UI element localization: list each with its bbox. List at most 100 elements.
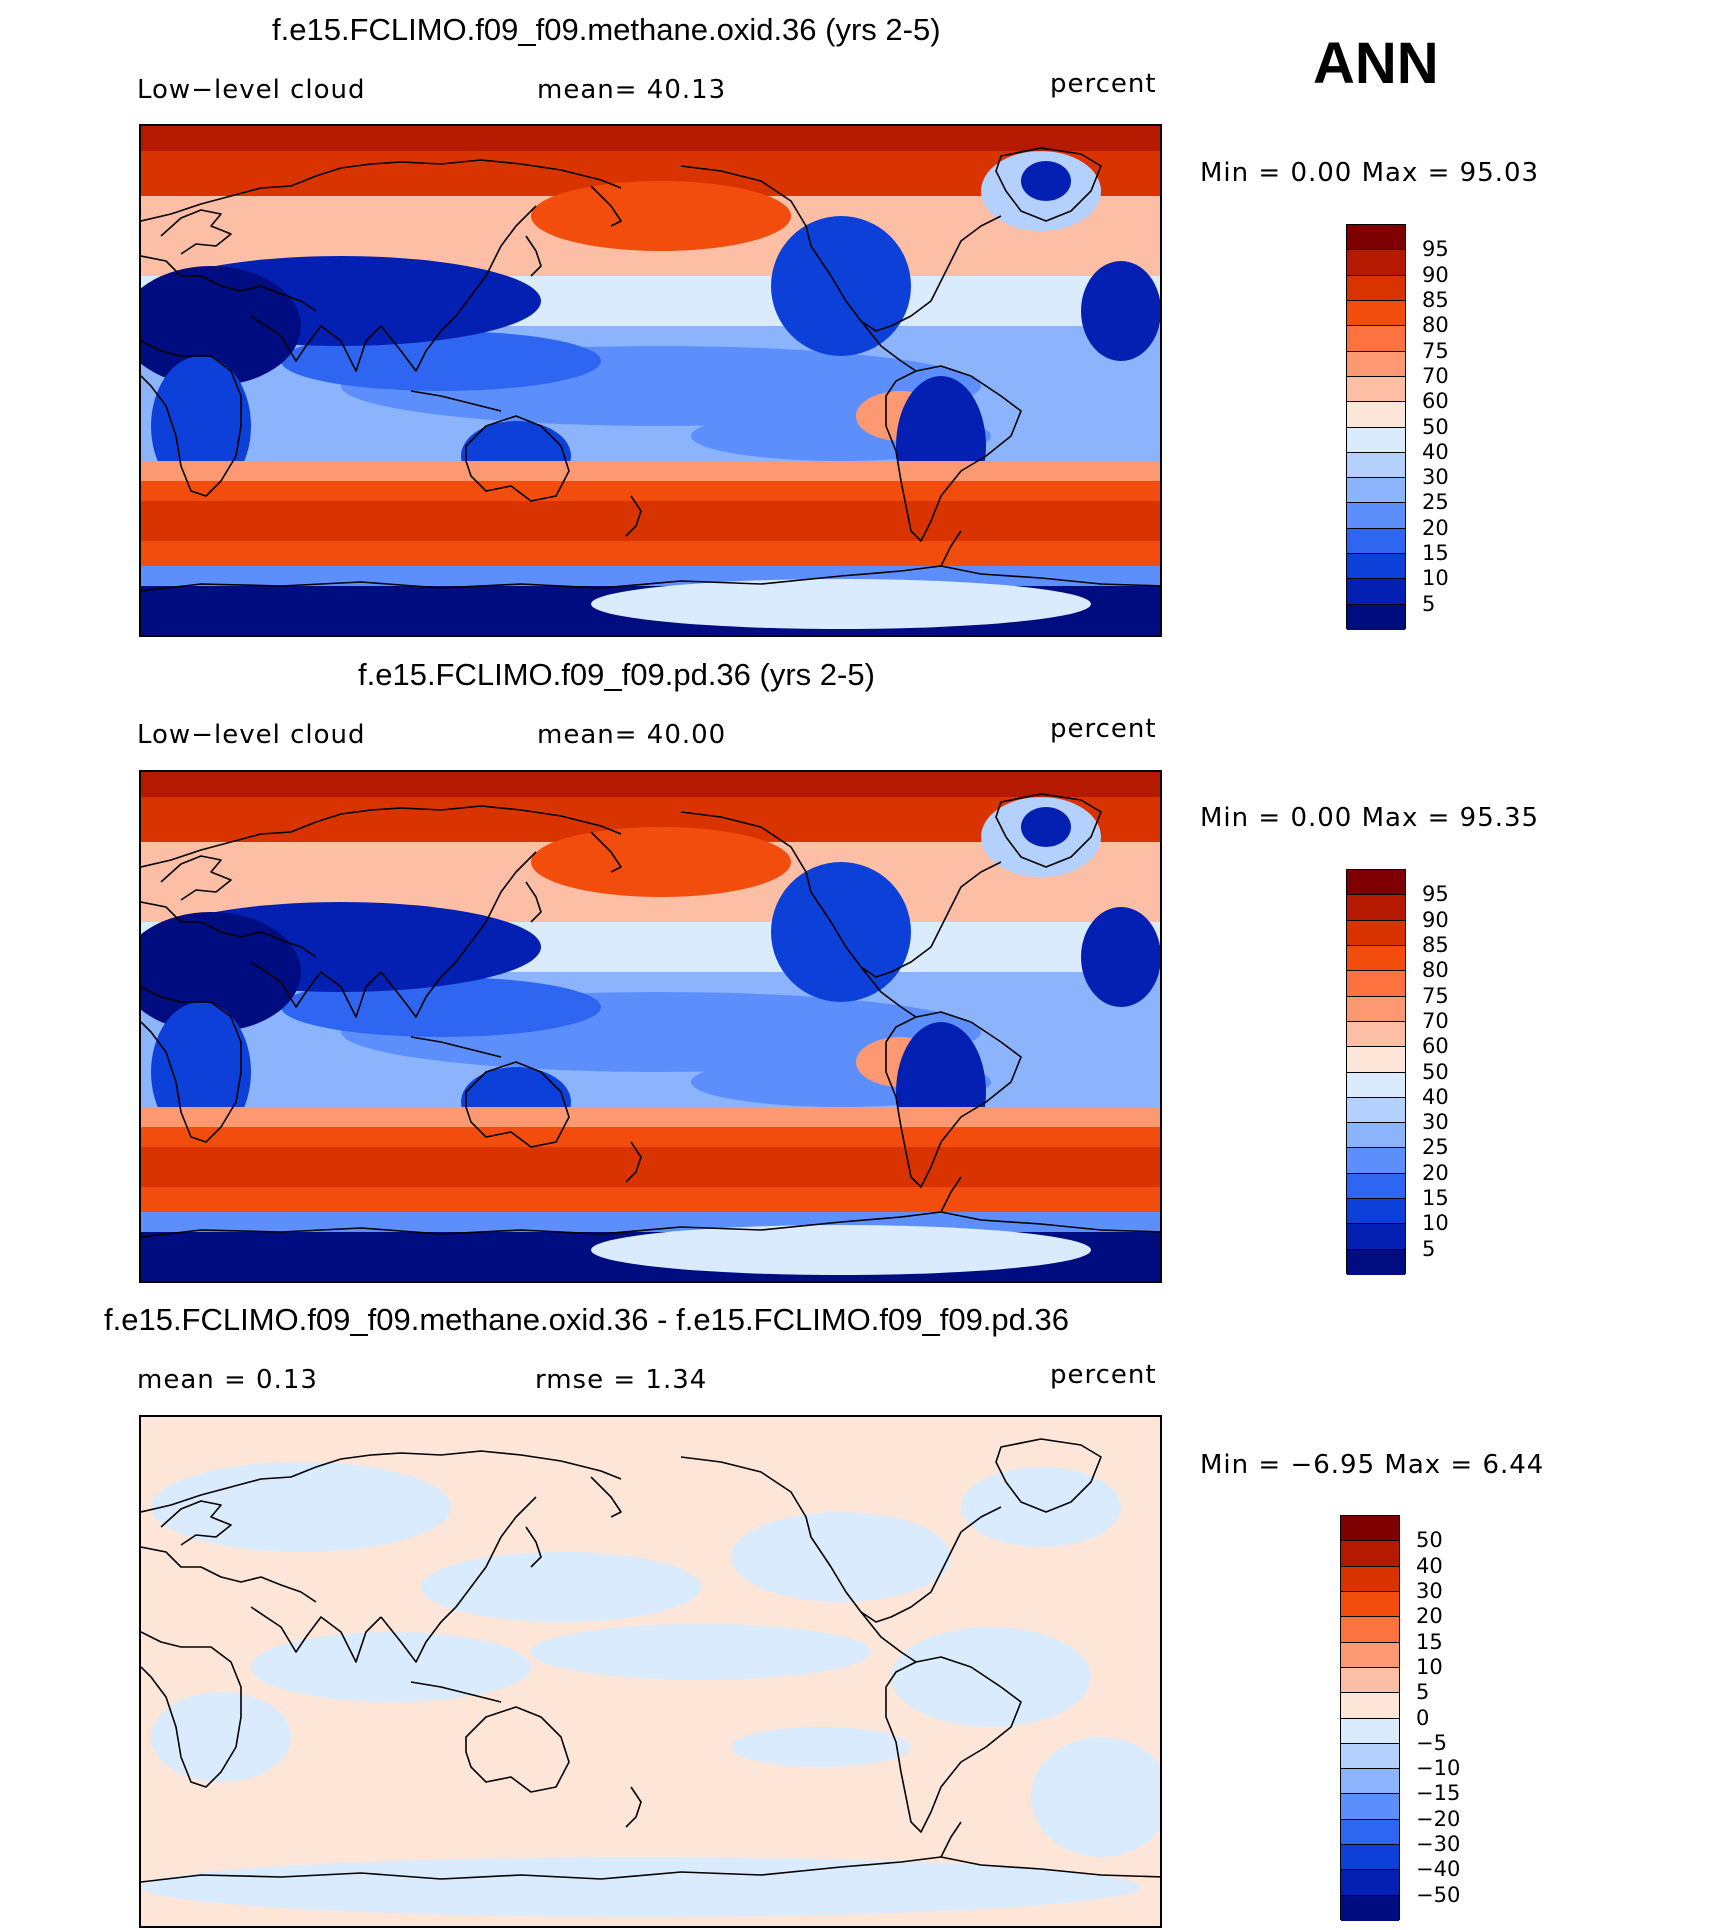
colorbar-swatch: [1347, 920, 1405, 946]
panel-3-map: [139, 1415, 1162, 1928]
panel-2-variable-label: Low−level cloud: [137, 720, 366, 750]
colorbar-swatch: [1347, 427, 1405, 453]
colorbar-tick-label: 70: [1422, 363, 1449, 388]
panel-2-title: f.e15.FCLIMO.f09_f09.pd.36 (yrs 2-5): [358, 657, 875, 692]
colorbar-tick-label: 10: [1416, 1654, 1443, 1679]
colorbar-swatch: [1347, 870, 1405, 896]
colorbar-swatch: [1347, 579, 1405, 605]
colorbar-tick-label: 15: [1422, 1186, 1449, 1211]
colorbar-tick-label: 20: [1416, 1604, 1443, 1629]
colorbar-tick-label: 40: [1422, 439, 1449, 464]
colorbar-tick-label: −15: [1416, 1781, 1461, 1806]
colorbar-tick-label: 50: [1422, 1059, 1449, 1084]
colorbar-tick-label: 40: [1416, 1553, 1443, 1578]
colorbar-swatch: [1347, 1047, 1405, 1073]
panel-1-min-max: Min = 0.00 Max = 95.03: [1200, 158, 1540, 188]
colorbar-swatch: [1347, 971, 1405, 997]
colorbar-swatch: [1347, 402, 1405, 428]
colorbar-swatch: [1347, 1199, 1405, 1225]
colorbar-swatch: [1347, 945, 1405, 972]
panel-1-map: [139, 124, 1162, 637]
colorbar-swatch: [1341, 1693, 1399, 1719]
colorbar-tick-label: 50: [1416, 1528, 1443, 1553]
panel-3-min-max: Min = −6.95 Max = 6.44: [1200, 1450, 1545, 1480]
panel-2-units-label: percent: [1050, 714, 1157, 744]
colorbar-swatch: [1347, 895, 1405, 921]
colorbar-swatch: [1341, 1769, 1399, 1795]
colorbar-swatch: [1347, 554, 1405, 580]
colorbar-swatch: [1347, 478, 1405, 504]
panel-1-variable-label: Low−level cloud: [137, 75, 366, 105]
colorbar-swatch: [1347, 1097, 1405, 1124]
colorbar-tick-label: 75: [1422, 983, 1449, 1008]
colorbar-tick-label: 95: [1422, 882, 1449, 907]
colorbar-tick-label: 25: [1422, 1135, 1449, 1160]
colorbar-swatch: [1341, 1642, 1399, 1668]
colorbar-tick-label: 20: [1422, 515, 1449, 540]
colorbar-swatch: [1347, 1021, 1405, 1048]
colorbar-tick-label: 30: [1416, 1578, 1443, 1603]
colorbar-tick-label: 5: [1422, 1236, 1436, 1261]
colorbar-tick-label: 95: [1422, 237, 1449, 262]
panel-2-map: [139, 770, 1162, 1283]
colorbar-swatch: [1341, 1794, 1399, 1820]
colorbar-tick-label: 30: [1422, 1110, 1449, 1135]
panel-2-min-max: Min = 0.00 Max = 95.35: [1200, 803, 1540, 833]
colorbar-swatch: [1347, 1123, 1405, 1149]
colorbar-swatch: [1341, 1516, 1399, 1542]
colorbar-tick-label: 80: [1422, 313, 1449, 338]
panel-1-title: f.e15.FCLIMO.f09_f09.methane.oxid.36 (yr…: [272, 12, 941, 47]
colorbar-swatch: [1347, 351, 1405, 377]
panel-1-mean-label: mean= 40.13: [537, 75, 727, 105]
colorbar-swatch: [1347, 503, 1405, 529]
colorbar-swatch: [1347, 1249, 1405, 1275]
panel-3-mean-label: mean = 0.13: [137, 1365, 318, 1395]
colorbar-swatch: [1341, 1845, 1399, 1871]
panel-3-units-label: percent: [1050, 1360, 1157, 1390]
colorbar-swatch: [1347, 528, 1405, 555]
colorbar-tick-label: 90: [1422, 907, 1449, 932]
colorbar-swatch: [1341, 1617, 1399, 1643]
colorbar-tick-label: 10: [1422, 1211, 1449, 1236]
panel-1-units-label: percent: [1050, 69, 1157, 99]
colorbar-swatch: [1341, 1895, 1399, 1921]
panel-3-title: f.e15.FCLIMO.f09_f09.methane.oxid.36 - f…: [104, 1302, 1069, 1337]
season-label: ANN: [1313, 31, 1439, 96]
colorbar-swatch: [1347, 300, 1405, 327]
panel-2-mean-label: mean= 40.00: [537, 720, 727, 750]
colorbar-swatch: [1341, 1870, 1399, 1896]
colorbar-tick-label: 15: [1422, 541, 1449, 566]
colorbar-swatch: [1347, 1148, 1405, 1174]
colorbar-tick-label: 80: [1422, 958, 1449, 983]
colorbar-swatch: [1347, 326, 1405, 352]
colorbar-tick-label: 20: [1422, 1160, 1449, 1185]
colorbar-tick-label: −30: [1416, 1832, 1461, 1857]
colorbar-swatch: [1347, 275, 1405, 301]
colorbar-tick-label: 40: [1422, 1084, 1449, 1109]
colorbar-tick-label: 25: [1422, 490, 1449, 515]
colorbar-tick-label: 70: [1422, 1008, 1449, 1033]
colorbar-swatch: [1341, 1819, 1399, 1846]
colorbar-tick-label: 90: [1422, 262, 1449, 287]
panel-3-rmse-label: rmse = 1.34: [535, 1365, 708, 1395]
colorbar-swatch: [1341, 1718, 1399, 1744]
colorbar-tick-label: 50: [1422, 414, 1449, 439]
colorbar-tick-label: 0: [1416, 1705, 1430, 1730]
colorbar-swatch: [1341, 1566, 1399, 1592]
colorbar-tick-label: 85: [1422, 287, 1449, 312]
colorbar-tick-label: −40: [1416, 1857, 1461, 1882]
colorbar-tick-label: 10: [1422, 566, 1449, 591]
panel-1-colorbar: [1346, 224, 1406, 630]
colorbar-tick-label: 60: [1422, 1034, 1449, 1059]
colorbar-swatch: [1341, 1743, 1399, 1770]
colorbar-tick-label: 30: [1422, 465, 1449, 490]
colorbar-tick-label: −20: [1416, 1806, 1461, 1831]
panel-2-colorbar: [1346, 869, 1406, 1275]
colorbar-swatch: [1347, 1173, 1405, 1200]
colorbar-tick-label: −50: [1416, 1882, 1461, 1907]
colorbar-swatch: [1347, 376, 1405, 403]
colorbar-tick-label: 5: [1416, 1680, 1430, 1705]
colorbar-swatch: [1347, 996, 1405, 1022]
colorbar-swatch: [1347, 250, 1405, 276]
panel-3-colorbar: [1340, 1515, 1400, 1921]
